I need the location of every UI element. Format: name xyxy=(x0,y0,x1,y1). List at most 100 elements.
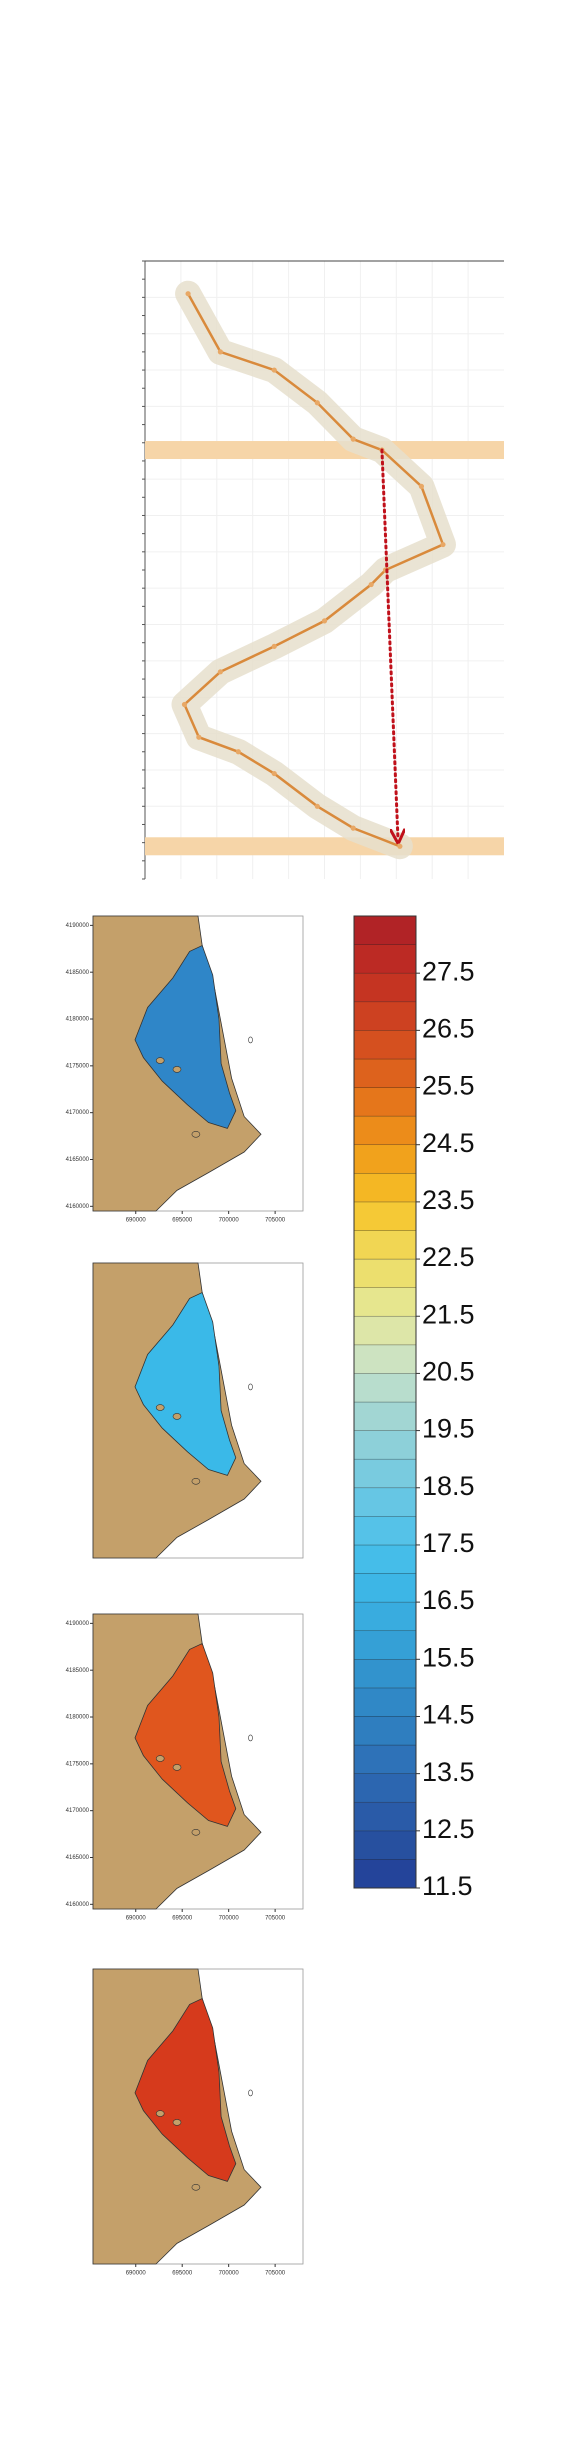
map-y-tick-label: 4160000 xyxy=(66,1204,90,1210)
colorbar-label: 11.5 xyxy=(422,1871,473,1901)
profile-point xyxy=(271,367,277,373)
map-y-tick-label: 4180000 xyxy=(66,1715,90,1721)
colorbar-label: 21.5 xyxy=(422,1299,475,1329)
island xyxy=(155,1057,165,1064)
profile-point xyxy=(217,349,223,355)
island xyxy=(172,1066,182,1073)
profile-point xyxy=(271,770,277,777)
lagoon xyxy=(134,1291,237,1476)
colorbar-label: 16.5 xyxy=(422,1585,475,1615)
profile-point xyxy=(185,291,191,297)
island xyxy=(155,1755,165,1762)
arrow xyxy=(380,448,398,836)
colorbar-band xyxy=(353,915,417,945)
colorbar-label: 27.5 xyxy=(422,956,475,986)
map-x-tick-label: 690000 xyxy=(126,2271,147,2277)
map: 690000 695000 700000 705000 xyxy=(92,1968,304,2277)
colorbar-band xyxy=(353,1115,417,1146)
map-y-tick-label: 4175000 xyxy=(66,1761,90,1767)
map-y-tick-label: 4190000 xyxy=(66,923,90,929)
profile-point xyxy=(235,749,241,755)
map-y-tick-label: 4160000 xyxy=(66,1902,90,1908)
profile-line xyxy=(182,293,445,848)
colorbar-label: 18.5 xyxy=(422,1471,475,1501)
island xyxy=(172,1413,182,1420)
colorbar-band xyxy=(353,1430,417,1460)
map-y-tick-label: 4185000 xyxy=(66,970,90,976)
colorbar-band xyxy=(353,1373,417,1403)
colorbar-band xyxy=(353,1315,417,1346)
colorbar-band xyxy=(353,1630,417,1660)
map-x-tick-label: 690000 xyxy=(126,1916,147,1922)
colorbar-label: 14.5 xyxy=(422,1700,475,1730)
profile-point xyxy=(397,843,403,849)
colorbar-band xyxy=(353,1258,417,1288)
map-x-tick-label: 705000 xyxy=(265,1218,286,1224)
profile-point xyxy=(217,669,223,675)
colorbar-band xyxy=(353,1172,417,1203)
colorbar-band xyxy=(353,1401,417,1431)
colorbar-band xyxy=(353,1859,417,1889)
colorbar-band xyxy=(353,1030,417,1060)
map-x-tick-label: 700000 xyxy=(219,1218,240,1224)
colorbar-label: 22.5 xyxy=(422,1242,475,1272)
map-x-tick-label: 705000 xyxy=(265,1916,286,1922)
colorbar-band xyxy=(353,1058,417,1088)
colorbar-band xyxy=(353,1001,417,1031)
islet xyxy=(248,2089,253,2097)
map-y-tick-label: 4165000 xyxy=(66,1855,90,1861)
island xyxy=(155,1404,165,1411)
colorbar-band xyxy=(353,1144,417,1174)
colorbar-band xyxy=(353,1830,417,1860)
colorbar-band xyxy=(353,1687,417,1717)
map-y-tick-label: 4185000 xyxy=(66,1668,90,1674)
highlight-band xyxy=(145,441,504,460)
colorbar-band xyxy=(353,944,417,974)
colorbar-label: 15.5 xyxy=(422,1642,475,1672)
lagoon xyxy=(134,1997,237,2182)
colorbar-label: 26.5 xyxy=(422,1013,475,1043)
uncertainty-envelope xyxy=(171,280,456,860)
colorbar-band xyxy=(353,1344,417,1374)
map-x-tick-label: 695000 xyxy=(172,1916,193,1922)
lagoon xyxy=(134,1642,237,1827)
lagoon xyxy=(134,944,237,1129)
colorbar-label: 20.5 xyxy=(422,1357,475,1387)
colorbar-label: 17.5 xyxy=(422,1528,475,1558)
profile-point xyxy=(321,618,328,624)
colorbar-band xyxy=(353,1287,417,1317)
profile-point xyxy=(350,825,356,831)
islet xyxy=(248,1036,253,1044)
colorbar-band xyxy=(353,972,417,1003)
map-y-tick-label: 4165000 xyxy=(66,1157,90,1163)
profile-point xyxy=(368,581,374,588)
island xyxy=(191,1478,201,1485)
map-y-tick-label: 4175000 xyxy=(66,1063,90,1069)
colorbar-band xyxy=(353,1744,417,1774)
map-x-tick-label: 700000 xyxy=(219,2271,240,2277)
island xyxy=(172,2119,182,2126)
colorbar-band xyxy=(353,1487,417,1517)
profile-point xyxy=(196,734,202,740)
profile-point xyxy=(350,436,356,442)
island xyxy=(191,1829,201,1836)
map: 4160000 4165000 4170000 4175000 4180000 41850… xyxy=(66,1613,304,1922)
profile-point xyxy=(418,483,425,489)
colorbar-band xyxy=(353,1458,417,1489)
profile-point xyxy=(271,643,277,649)
islet xyxy=(248,1734,253,1742)
map-y-tick-label: 4170000 xyxy=(66,1808,90,1814)
map-x-tick-label: 705000 xyxy=(265,2271,286,2277)
profile-point xyxy=(314,400,320,406)
colorbar-band xyxy=(353,1573,417,1603)
colorbar-label: 23.5 xyxy=(422,1185,475,1215)
colorbar-frame xyxy=(353,915,417,1889)
island xyxy=(191,1131,201,1138)
colorbar-band xyxy=(353,1230,417,1260)
island xyxy=(172,1764,182,1771)
colorbar-band xyxy=(353,1801,417,1832)
map-y-tick-label: 4180000 xyxy=(66,1017,90,1023)
island xyxy=(155,2110,165,2117)
